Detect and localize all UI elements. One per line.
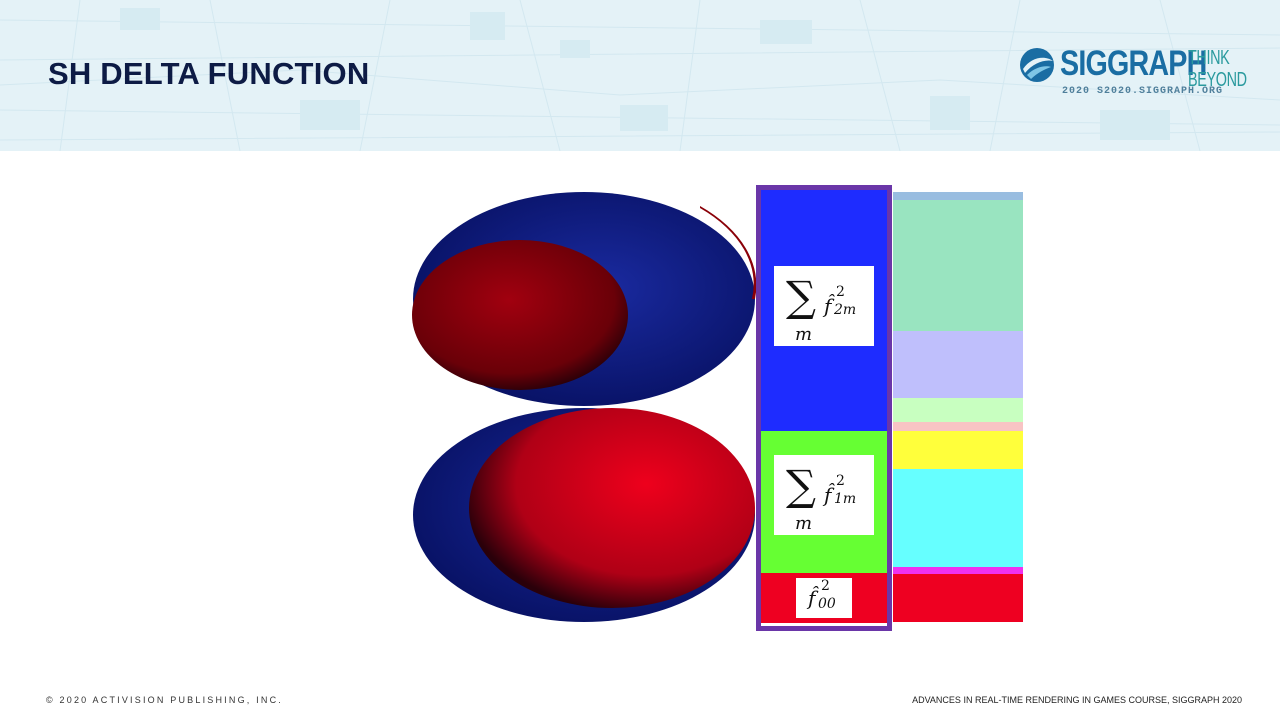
sh-bottom-lobe xyxy=(413,408,755,622)
strip-segment xyxy=(893,331,1023,398)
bottom-lobe-inner xyxy=(469,408,755,608)
logo-url: 2020 S2020.SIGGRAPH.ORG xyxy=(1062,86,1224,97)
footer-copyright: © 2020 ACTIVISION PUBLISHING, INC. xyxy=(46,695,283,705)
logo-tagline-line1: THINK xyxy=(1188,47,1230,69)
strip-segment xyxy=(893,431,1023,469)
coefficient-symbol: f̂ xyxy=(824,294,832,318)
sum-symbol: ∑ xyxy=(786,272,816,321)
strip-segment xyxy=(893,192,1023,200)
logo-wordmark: SIGGRAPH xyxy=(1060,44,1207,83)
coefficient-index: 00 xyxy=(818,596,836,612)
sum-symbol: ∑ xyxy=(786,461,816,510)
sh-top-lobe xyxy=(412,192,757,406)
formula-band0: f̂ 2 00 xyxy=(796,578,852,618)
strip-segment xyxy=(893,567,1023,574)
siggraph-logo: SIGGRAPH 2020 S2020.SIGGRAPH.ORG THINK B… xyxy=(1016,44,1247,104)
logo-tagline-line2: BEYOND xyxy=(1188,69,1247,91)
logo-tagline: THINK BEYOND xyxy=(1188,47,1247,91)
band-energy-bar xyxy=(756,185,892,631)
strip-segment xyxy=(893,422,1023,431)
strip-segment xyxy=(893,200,1023,331)
top-lobe-inner xyxy=(412,240,628,390)
sum-index: m xyxy=(795,324,813,345)
sum-index: m xyxy=(795,513,813,534)
coefficient-symbol: f̂ xyxy=(824,483,832,507)
coefficient-exponent: 2 xyxy=(821,578,830,594)
coefficient-exponent: 2 xyxy=(836,473,845,489)
slide-title: SH DELTA FUNCTION xyxy=(48,56,370,91)
coefficient-index: 1m xyxy=(834,491,857,507)
coefficient-exponent: 2 xyxy=(836,284,845,300)
coefficient-index: 2m xyxy=(834,302,857,318)
slide-header: SH DELTA FUNCTION SIGGRAPH 2020 S2020.SI… xyxy=(0,0,1280,151)
strip-segment xyxy=(893,574,1023,622)
band-bar-highlight-frame xyxy=(756,185,892,631)
formula-band1: ∑ m f̂ 2 1m xyxy=(774,455,874,535)
siggraph-disc-icon xyxy=(1020,48,1054,82)
coefficient-symbol: f̂ xyxy=(808,586,816,610)
coefficient-strip xyxy=(893,192,1023,622)
footer-course: ADVANCES IN REAL-TIME RENDERING IN GAMES… xyxy=(912,695,1242,705)
city-map-background xyxy=(0,0,1280,151)
strip-segment xyxy=(893,469,1023,567)
strip-segment xyxy=(893,398,1023,422)
formula-band2: ∑ m f̂ 2 2m xyxy=(774,266,874,346)
